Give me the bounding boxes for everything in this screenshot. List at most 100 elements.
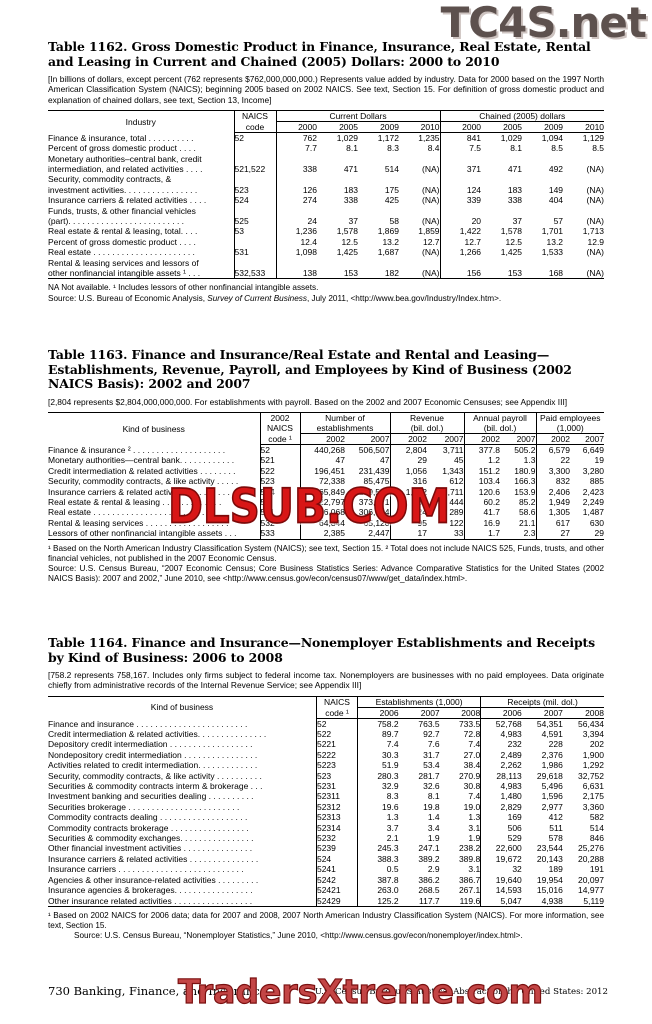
cell-current-3: (NA) <box>422 195 440 206</box>
cell-value-6: 832 <box>535 476 570 487</box>
cell-chained-2: 404 <box>548 195 564 206</box>
cell-chained-1: 1,578 <box>500 226 523 237</box>
cell-value-0: 280.3 <box>357 770 399 782</box>
cell-current-0: 1,236 <box>275 226 317 237</box>
table-header-row-years: code ¹ 2006 2007 2008 2006 2007 2008 <box>48 707 604 719</box>
cell-current-1: 338 <box>343 195 358 206</box>
cell-chained-0: 841 <box>439 132 482 144</box>
row-label: Percent of gross domestic product . . . … <box>48 143 196 154</box>
col-group-payroll-2: (bil. dol.) <box>463 422 536 434</box>
cell-value-5: 5,119 <box>583 895 604 906</box>
cell-current-3 <box>399 206 440 216</box>
row-naics-code: 52312 <box>315 801 358 813</box>
cell-value-0: 440,268 <box>299 444 345 456</box>
table-row: Real estate & rental & leasing . . . . .… <box>48 497 605 508</box>
cell-value-7: 6,649 <box>582 444 605 455</box>
cell-current-2: 1,172 <box>377 132 399 143</box>
table-bottom-rule <box>48 538 605 541</box>
cell-current-2 <box>358 258 399 268</box>
cell-value-1: 281.7 <box>418 770 440 781</box>
cell-current-1 <box>317 154 358 164</box>
row-label: Other insurance related activities . . .… <box>48 895 253 906</box>
col-group-current: Current Dollars <box>275 109 441 122</box>
cell-current-1: 153 <box>343 268 358 279</box>
cell-value-5: 14,977 <box>578 885 604 896</box>
cell-chained-3 <box>563 174 604 184</box>
cell-value-2: 17 <box>389 528 427 540</box>
cell-current-1: 1,578 <box>336 226 358 237</box>
table-row: (part). . . . . . . . . . . . . . . . . … <box>48 216 604 227</box>
col-group-receipts: Receipts (mil. dol.) <box>480 695 604 708</box>
cell-value-3: 22,600 <box>480 843 522 854</box>
row-label: Depository credit intermediation . . . .… <box>48 739 253 750</box>
cell-value-0: 32.9 <box>357 781 399 792</box>
table-row: Monetary authorities—central bank. . . .… <box>48 455 604 466</box>
cell-value-0: 0.5 <box>357 864 399 875</box>
row-label: Percent of gross domestic product . . . … <box>48 236 196 247</box>
col-emp-2002: 2002 <box>535 433 570 445</box>
cell-current-0: 274 <box>275 195 317 206</box>
cell-value-1: 373,571 <box>358 497 390 508</box>
row-naics-code: 5222 <box>315 749 358 761</box>
cell-value-4: 2,977 <box>541 801 563 812</box>
row-label: Rental & leasing services . . . . . . . … <box>48 517 229 528</box>
cell-value-7: 3,280 <box>582 465 605 476</box>
source-suffix: , July 2011, <http://www.bea.gov/Industr… <box>306 293 502 303</box>
row-label: Security, commodity contracts, & like ac… <box>48 770 262 781</box>
table-header-row-2: NAICS establishments (bil. dol.) (bil. d… <box>48 422 605 434</box>
table-header-row: Kind of business 2002 Number of Revenue … <box>48 411 605 445</box>
cell-value-7: 29 <box>594 528 605 539</box>
cell-chained-1: 1,425 <box>500 247 523 258</box>
cell-value-5: 85.2 <box>518 497 536 508</box>
cell-value-0: 245.3 <box>357 843 399 854</box>
cell-value-0: 256,068 <box>299 507 345 518</box>
col-cur-2009: 2009 <box>358 121 399 133</box>
cell-value-5: 514 <box>589 822 604 833</box>
col-group-employees-1: Paid employees <box>535 412 605 423</box>
cell-value-2: 1.3 <box>468 812 481 823</box>
cell-current-0: 138 <box>275 268 317 279</box>
cell-value-6: 1,949 <box>535 497 570 508</box>
row-naics-code: 531 <box>233 247 276 258</box>
cell-current-1: 12.5 <box>341 236 358 247</box>
cell-current-3: 8.4 <box>427 143 440 154</box>
cell-value-4: 4,591 <box>541 729 563 739</box>
cell-current-0: 7.7 <box>275 143 317 154</box>
cell-current-2: 8.3 <box>387 143 399 154</box>
cell-value-1: 231,439 <box>358 465 390 476</box>
cell-value-1: 2.9 <box>427 864 440 875</box>
cell-value-7: 2,249 <box>582 497 605 508</box>
cell-value-0: 2.1 <box>357 833 399 844</box>
source-prefix: Source: U.S. Bureau of Economic Analysis… <box>48 293 208 303</box>
row-naics-code <box>233 236 276 248</box>
cell-value-1: 32.6 <box>423 781 440 792</box>
cell-current-2 <box>358 154 399 164</box>
cell-value-5: 166.3 <box>514 476 536 487</box>
row-naics-code: 532 <box>259 517 300 529</box>
cell-value-4: 1.7 <box>463 528 500 540</box>
cell-current-3: (NA) <box>422 268 440 279</box>
table-1164: Kind of business NAICS Establishments (1… <box>48 695 604 908</box>
cell-current-3 <box>399 154 440 164</box>
cell-value-4: 412 <box>548 812 563 823</box>
cell-value-4: 151.2 <box>463 465 500 477</box>
row-naics-code: 5221 <box>315 739 358 750</box>
table-row: Credit intermediation & related activiti… <box>48 729 604 740</box>
row-label: Rental & leasing services and lessors of <box>48 257 199 268</box>
table-row: Finance & insurance ² . . . . . . . . . … <box>48 444 605 456</box>
table-row: Commodity contracts brokerage . . . . . … <box>48 822 604 834</box>
col-ch-2005: 2005 <box>481 121 523 133</box>
table-row: Lessors of other nonfinancial intangible… <box>48 528 605 540</box>
table-1164-body: Finance and insurance . . . . . . . . . … <box>48 718 604 907</box>
table-row: Insurance carriers . . . . . . . . . . .… <box>48 864 604 875</box>
cell-value-1: 8.1 <box>427 791 440 802</box>
table-row: Depository credit intermediation . . . .… <box>48 739 604 750</box>
cell-chained-3 <box>563 206 604 216</box>
cell-chained-3: 12.9 <box>587 236 605 247</box>
cell-value-2: 7.4 <box>468 739 481 750</box>
row-naics-code: 5239 <box>315 843 358 854</box>
cell-value-4: 15,016 <box>536 885 563 896</box>
col-rec-2007: 2007 <box>521 707 563 719</box>
cell-value-2: 30.8 <box>463 781 481 792</box>
